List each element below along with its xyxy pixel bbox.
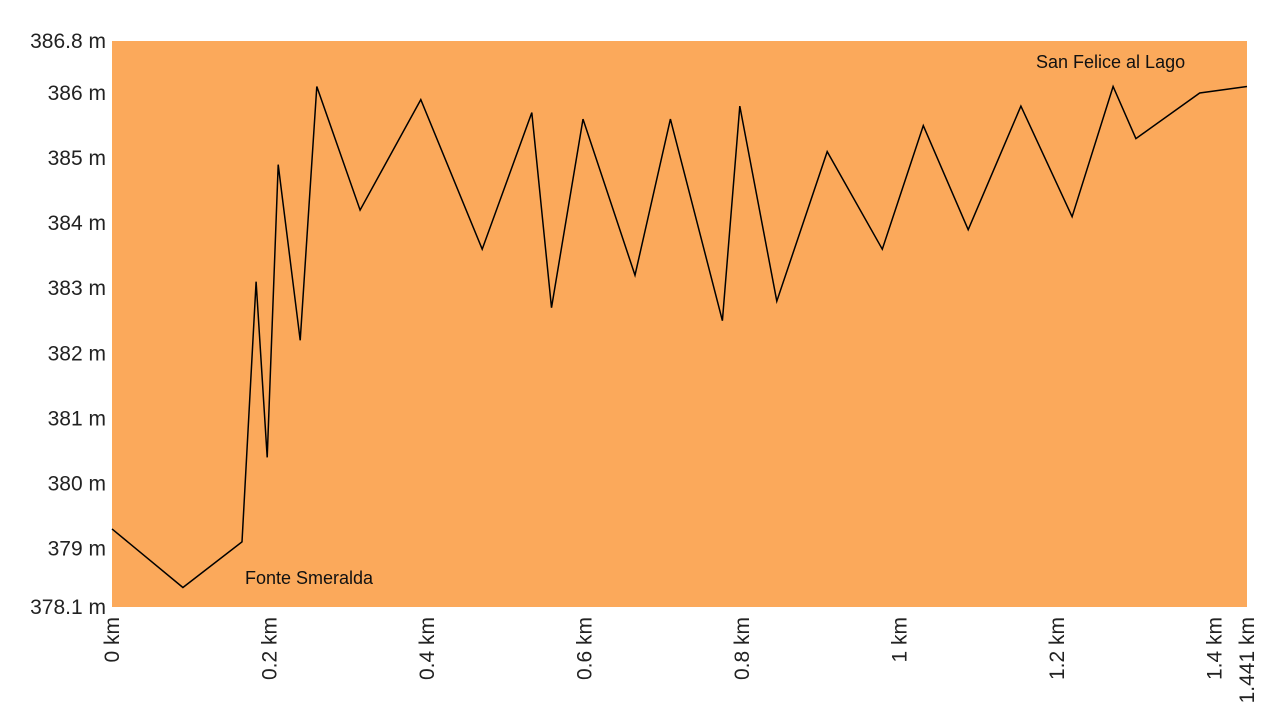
y-tick-label: 381 m bbox=[48, 407, 106, 430]
x-tick-label: 0.6 km bbox=[574, 617, 597, 680]
x-tick-label: 0.4 km bbox=[416, 617, 439, 680]
y-axis-ticks: 378.1 m 379 m 380 m 381 m 382 m 383 m 384 m 385… bbox=[30, 30, 106, 619]
x-tick-label: 0.8 km bbox=[731, 617, 754, 680]
y-tick-label: 386.8 m bbox=[30, 30, 106, 53]
x-tick-label: 1.4 km bbox=[1204, 617, 1227, 680]
y-tick-label: 382 m bbox=[48, 342, 106, 365]
elevation-line bbox=[111, 84, 1248, 589]
x-tick-label: 1.441 km bbox=[1236, 617, 1259, 703]
x-tick-label: 1.2 km bbox=[1046, 617, 1069, 680]
x-axis-ticks: 0 km 0.2 km 0.4 km 0.6 km 0.8 km 1 km 1.2 km 1.… bbox=[101, 617, 1259, 703]
y-tick-label: 384 m bbox=[48, 212, 106, 235]
annotation-start: Fonte Smeralda bbox=[245, 568, 374, 588]
x-tick-label: 0 km bbox=[101, 617, 124, 663]
y-tick-label: 385 m bbox=[48, 147, 106, 170]
x-tick-label: 0.2 km bbox=[259, 617, 282, 680]
plot-area-background bbox=[112, 41, 1247, 607]
annotation-end: San Felice al Lago bbox=[1036, 52, 1185, 72]
y-tick-label: 380 m bbox=[48, 472, 106, 495]
y-tick-label: 378.1 m bbox=[30, 596, 106, 619]
y-tick-label: 383 m bbox=[48, 277, 106, 300]
x-tick-label: 1 km bbox=[889, 617, 912, 663]
y-tick-label: 386 m bbox=[48, 82, 106, 105]
y-tick-label: 379 m bbox=[48, 537, 106, 560]
